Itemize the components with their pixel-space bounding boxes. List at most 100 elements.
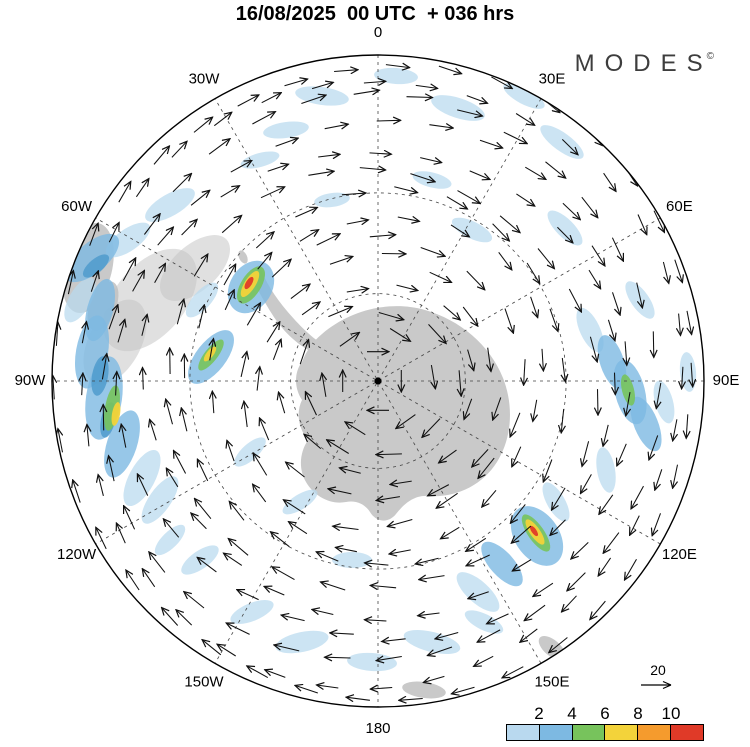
activity-patch <box>275 630 329 654</box>
wind-vector-arrow <box>673 464 678 489</box>
wind-vector-arrow <box>451 686 475 694</box>
wind-vector-arrow <box>370 585 397 587</box>
wind-vector-arrow <box>504 308 513 334</box>
activity-patch <box>263 121 309 139</box>
wind-vector-arrow <box>265 670 286 678</box>
wind-vector-arrow <box>419 576 445 580</box>
wind-vector-arrow <box>220 186 240 198</box>
wind-vector-arrow <box>191 513 207 530</box>
wind-vector-arrow <box>493 397 502 420</box>
wind-vector-arrow <box>376 497 400 501</box>
wind-vector-arrow <box>510 504 526 523</box>
wind-vector-arrow <box>591 245 605 266</box>
wind-vector-arrow <box>474 655 494 666</box>
wind-vector-arrow <box>464 398 473 420</box>
activity-patch <box>403 630 461 654</box>
wind-vector-arrow <box>498 251 512 270</box>
wind-vector-arrow <box>135 179 149 198</box>
activity-patch <box>64 233 120 283</box>
meridian-label-90W: 90W <box>15 372 47 389</box>
wind-vector-arrow <box>631 485 644 509</box>
wind-vector-arrow <box>154 264 166 283</box>
wind-vector-arrow <box>108 223 119 243</box>
wind-vector-arrow <box>271 259 291 278</box>
wind-vector-arrow <box>503 131 527 143</box>
wind-vector-arrow <box>316 234 340 246</box>
wind-vector-arrow <box>617 443 627 466</box>
wind-vector-arrow <box>582 441 590 466</box>
wind-vector-arrow <box>143 368 144 390</box>
colorbar-tick-label: 6 <box>600 704 610 723</box>
wind-vector-arrow <box>537 248 554 269</box>
wind-vector-arrow <box>121 424 126 448</box>
wind-vector-arrow <box>549 637 568 653</box>
colorbar-tick-label: 10 <box>661 704 681 723</box>
wind-vector-arrow <box>295 685 318 694</box>
wind-vector-arrow <box>656 382 661 409</box>
wind-vector-arrow <box>109 456 115 482</box>
wind-vector-arrow <box>244 401 247 428</box>
activity-patch <box>234 437 266 467</box>
wind-vector-arrow <box>333 526 359 529</box>
wind-vector-arrow <box>153 146 170 165</box>
colorbar-segment <box>670 725 703 740</box>
activity-patch <box>185 282 219 318</box>
wind-vector-arrow <box>466 554 490 566</box>
wind-vector-arrow <box>103 405 104 431</box>
wind-vector-arrow <box>462 306 478 326</box>
colorbar-tick-label: 4 <box>567 704 577 723</box>
wind-vector-arrow <box>210 339 214 361</box>
wind-vector-arrow <box>275 138 299 147</box>
wind-vector-arrow <box>143 214 160 235</box>
meridian-label-180: 180 <box>365 720 390 737</box>
wind-vector-arrow <box>181 408 188 432</box>
wind-vector-arrow <box>673 419 677 441</box>
wind-vector-arrow <box>73 480 81 503</box>
wind-vector-arrow <box>561 139 578 154</box>
activity-patch <box>431 95 485 121</box>
wind-vector-arrow <box>301 302 320 316</box>
wind-vector-arrow <box>195 499 212 520</box>
wind-vector-arrow <box>90 271 98 292</box>
wind-vector-arrow <box>299 340 308 365</box>
wind-vector-arrow <box>552 487 566 510</box>
wind-vector-arrow <box>415 85 438 88</box>
wind-vector-arrow <box>299 230 319 242</box>
wind-vector-arrow <box>459 370 461 396</box>
wind-vector-arrow <box>520 628 538 642</box>
activity-patch <box>503 83 545 109</box>
wind-vector-arrow <box>166 399 174 425</box>
wind-vector-arrow <box>376 657 402 661</box>
colorbar-segment <box>604 725 638 740</box>
wind-vector-arrow <box>603 424 609 446</box>
wind-vector-arrow <box>328 489 352 495</box>
wind-vector-arrow <box>512 559 532 571</box>
wind-vector-arrow <box>652 513 661 536</box>
meridian-label-60E: 60E <box>666 198 693 215</box>
wind-vector-arrow <box>58 429 63 453</box>
wind-vector-arrow <box>691 362 693 387</box>
wind-vector-arrow <box>281 615 305 622</box>
wind-vector-arrow <box>166 468 179 488</box>
wind-vector-arrow <box>266 322 280 343</box>
wind-vector-arrow <box>516 193 534 206</box>
wind-vector-arrow <box>272 339 281 360</box>
wind-vector-arrow <box>240 352 247 378</box>
wind-vector-arrow <box>82 373 83 396</box>
wind-vector-arrow <box>304 434 322 449</box>
wind-vector-arrow <box>428 484 450 496</box>
wind-vector-arrow <box>193 254 208 277</box>
wind-vector-arrow <box>550 519 566 536</box>
wind-vector-arrow <box>431 365 435 389</box>
wind-vector-arrow <box>181 219 198 236</box>
activity-patch <box>653 380 675 424</box>
wind-vector-arrow <box>611 237 623 262</box>
land-patch <box>238 250 248 264</box>
wind-vector-arrow <box>279 392 286 414</box>
wind-vector-arrow <box>264 586 285 596</box>
wind-vector-arrow <box>479 139 503 148</box>
wind-vector-arrow <box>599 494 614 515</box>
wind-vector-arrow <box>568 288 581 312</box>
wind-vector-arrow <box>346 220 369 224</box>
wind-vector-arrow <box>422 418 441 438</box>
